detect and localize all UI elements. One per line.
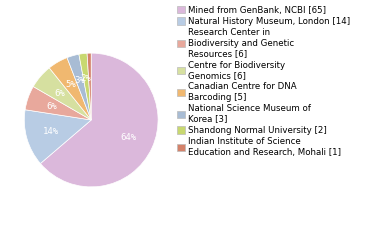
Text: 6%: 6%	[47, 102, 57, 111]
Text: 3%: 3%	[74, 76, 85, 85]
Text: 6%: 6%	[54, 89, 65, 97]
Wedge shape	[33, 68, 91, 120]
Wedge shape	[79, 53, 91, 120]
Wedge shape	[87, 53, 91, 120]
Wedge shape	[67, 54, 91, 120]
Wedge shape	[40, 53, 158, 187]
Text: 2%: 2%	[81, 74, 92, 83]
Wedge shape	[49, 58, 91, 120]
Wedge shape	[25, 87, 91, 120]
Text: 5%: 5%	[65, 80, 76, 89]
Legend: Mined from GenBank, NCBI [65], Natural History Museum, London [14], Research Cen: Mined from GenBank, NCBI [65], Natural H…	[177, 6, 350, 157]
Text: 64%: 64%	[121, 133, 137, 142]
Wedge shape	[24, 110, 91, 163]
Text: 14%: 14%	[43, 127, 59, 136]
